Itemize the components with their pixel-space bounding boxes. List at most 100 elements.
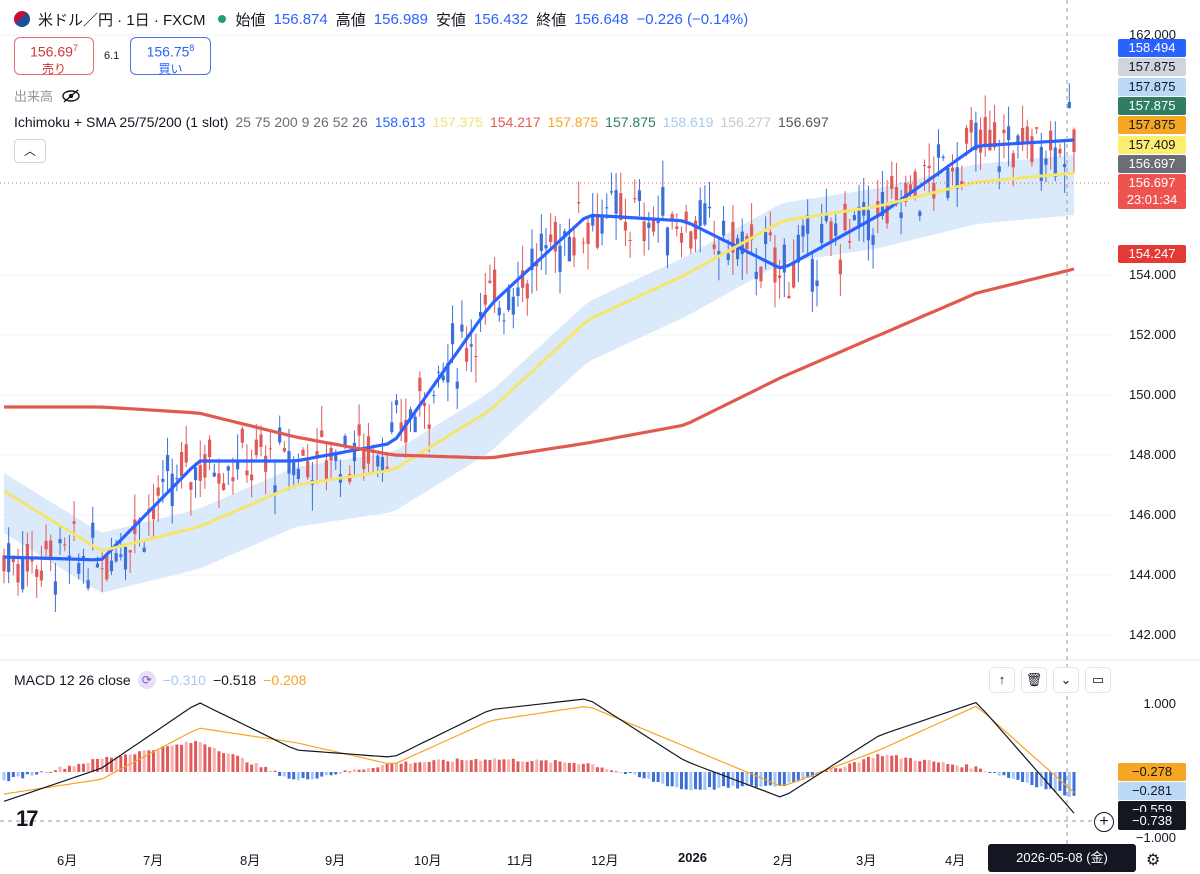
macd-tick-label: 1.000 [1143, 696, 1176, 711]
price-tag: 156.697 [1118, 155, 1186, 173]
move-up-button[interactable]: ↑ [989, 667, 1015, 693]
sma-line-1 [3, 171, 1075, 553]
candle-body [343, 435, 347, 446]
macd-legend[interactable]: MACD 12 26 close ⟳ −0.310 −0.518 −0.208 [14, 671, 306, 689]
macd-bar [656, 772, 660, 782]
sell-button[interactable]: 156.697 売り [14, 37, 94, 76]
candle-body [941, 156, 945, 159]
collapse-legend-button[interactable]: ︿ [14, 139, 46, 163]
candle-body [493, 269, 497, 302]
candle-body [207, 439, 212, 458]
macd-bar [240, 757, 244, 772]
candle-body [49, 540, 53, 560]
macd-bar [951, 764, 955, 772]
open-label: 始値 [235, 11, 266, 29]
macd-bar [1039, 772, 1043, 787]
candle-body [824, 214, 828, 222]
candle-body [745, 235, 749, 249]
macd-bar [759, 772, 763, 787]
settings-gear-icon[interactable]: ⚙ [1146, 852, 1161, 869]
macd-bar [1002, 772, 1006, 776]
macd-bar [371, 767, 375, 772]
candle-body [179, 451, 184, 477]
macd-bar [740, 772, 744, 787]
candle-body [521, 270, 525, 288]
macd-bar [310, 772, 314, 780]
add-plus-icon[interactable]: + [1094, 812, 1114, 832]
price-tick-label: 144.000 [1129, 567, 1176, 582]
macd-bar [750, 772, 754, 786]
candle-body [764, 231, 768, 245]
maximize-pane-button[interactable]: ▭ [1085, 667, 1111, 693]
sync-icon[interactable]: ⟳ [137, 671, 156, 689]
candle-body [81, 556, 86, 558]
macd-bar [91, 759, 95, 772]
sell-price-sup: 7 [72, 43, 78, 53]
candle-body [609, 191, 614, 193]
candle-body [637, 190, 642, 201]
time-label: 2026 [678, 850, 707, 865]
macd-bar [324, 772, 328, 776]
macd-bar [913, 760, 917, 772]
sma-line-2 [4, 267, 1075, 460]
macd-bar [1025, 772, 1029, 783]
ichimoku-cloud [4, 155, 1074, 593]
candle-body [264, 455, 268, 472]
macd-bar [922, 759, 926, 772]
candle-body [404, 420, 408, 443]
macd-bar [708, 772, 712, 788]
candle-body [44, 540, 48, 550]
candle-body [642, 221, 646, 242]
macd-bar [511, 758, 515, 772]
candle-body [558, 245, 562, 272]
volume-legend[interactable]: 出来高 [14, 86, 81, 105]
candle-body [988, 129, 992, 151]
candle-body [866, 210, 871, 241]
candle-body [623, 221, 628, 231]
candle-body [189, 482, 193, 490]
candle-body [754, 271, 758, 280]
macd-bar [474, 759, 478, 772]
macd-bar [661, 772, 665, 784]
candle-body [123, 546, 128, 570]
candle-body [105, 555, 109, 580]
candle-body [983, 117, 987, 148]
macd-bar [418, 762, 422, 772]
time-label: 7月 [143, 853, 164, 868]
macd-bar [437, 759, 441, 772]
eye-hidden-icon[interactable] [61, 88, 81, 104]
delete-button[interactable]: 🗑 [1021, 667, 1047, 693]
macd-bar [553, 759, 557, 772]
ichimoku-value-0: 158.613 [374, 114, 426, 130]
macd-bar [469, 760, 473, 772]
macd-bar [866, 756, 870, 772]
candle-body [30, 557, 34, 562]
candle-body [647, 222, 651, 228]
ichimoku-values: 158.613 157.375 154.217 157.875 157.875 158.6… [375, 114, 829, 130]
ichimoku-params: 25 75 200 9 26 52 26 [235, 114, 368, 130]
symbol-title[interactable]: 米ドル／円 · 1日 · FXCM [38, 11, 206, 29]
collapse-pane-button[interactable]: ⌄ [1053, 667, 1079, 693]
ichimoku-legend[interactable]: Ichimoku + SMA 25/75/200 (1 slot) 25 75 … [14, 114, 829, 130]
macd-bar [619, 771, 623, 773]
macd-bar [212, 747, 216, 772]
candle-body [100, 568, 104, 570]
candle-body [422, 402, 427, 407]
macd-bar [409, 763, 413, 772]
candle-body [1002, 129, 1006, 134]
macd-bar [609, 770, 613, 772]
candle-body [857, 206, 861, 226]
candle-body [525, 283, 529, 299]
buy-button[interactable]: 156.758 買い [130, 37, 211, 76]
macd-bar [109, 757, 113, 772]
candle-body [432, 395, 436, 397]
macd-bar [273, 770, 277, 772]
macd-bar [236, 755, 240, 772]
candle-body [820, 223, 824, 244]
macd-bar [689, 772, 693, 791]
macd-tag: −0.738 [1118, 812, 1186, 830]
macd-tag: −0.281 [1118, 782, 1186, 800]
macd-bar [399, 763, 403, 772]
candle-body [502, 320, 506, 322]
